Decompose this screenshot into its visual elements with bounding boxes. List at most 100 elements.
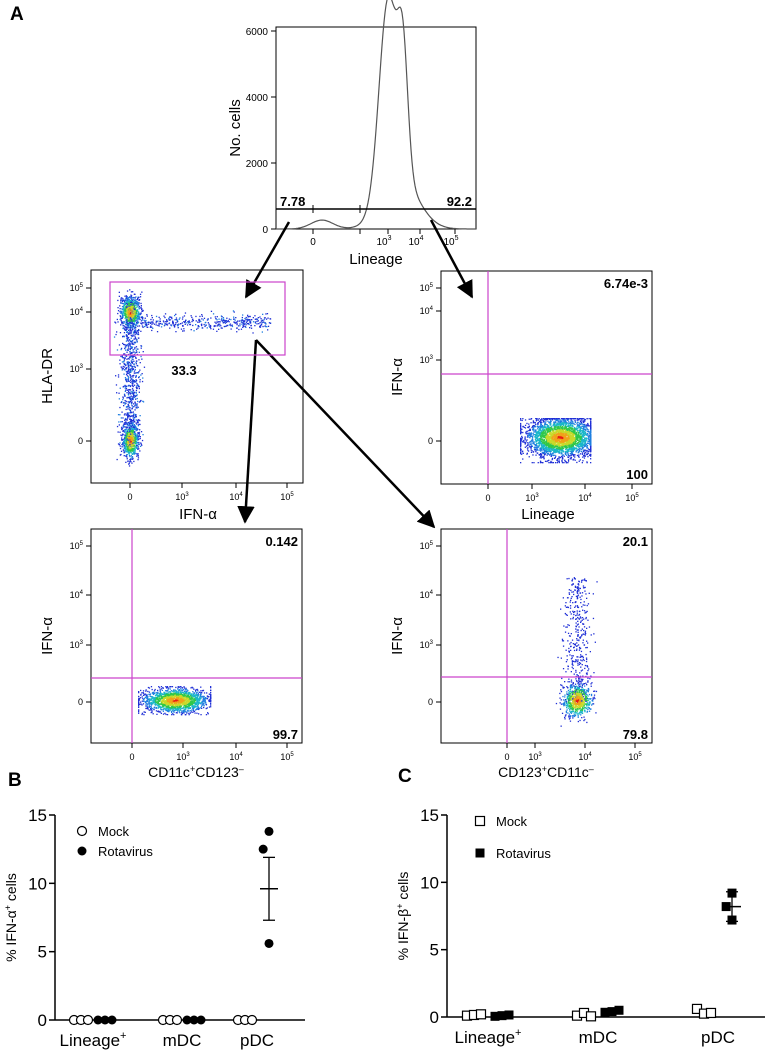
cell-event: [127, 364, 129, 366]
cell-event: [125, 374, 128, 376]
cell-event: [126, 331, 128, 333]
cell-event: [123, 447, 125, 450]
cell-event: [563, 422, 565, 424]
cell-event: [130, 310, 132, 312]
cell-event: [124, 385, 126, 387]
cell-event: [581, 462, 583, 464]
cell-event: [134, 305, 136, 307]
cell-event: [137, 337, 140, 339]
cell-event: [137, 428, 139, 430]
cell-event: [125, 314, 127, 316]
cell-event: [136, 434, 138, 437]
cell-event: [131, 456, 134, 458]
cell-event: [190, 329, 192, 331]
cell-event: [128, 332, 130, 334]
cell-event: [140, 345, 142, 347]
cell-event: [133, 451, 135, 454]
cell-event: [131, 305, 133, 307]
cell-event: [213, 325, 215, 328]
cell-event: [128, 372, 131, 374]
cell-event: [169, 319, 171, 321]
cell-event: [128, 446, 131, 449]
cell-event: [134, 302, 136, 304]
cell-event: [130, 375, 132, 377]
cell-event: [139, 436, 141, 438]
cell-event: [131, 330, 133, 332]
cell-event: [561, 449, 564, 452]
cell-event: [130, 420, 132, 423]
cell-event: [125, 437, 127, 439]
cell-event: [571, 420, 574, 422]
cell-event: [164, 324, 166, 326]
cell-event: [133, 424, 135, 426]
cell-event: [171, 316, 173, 318]
cell-event: [118, 444, 120, 446]
cell-event: [137, 321, 140, 323]
cell-event: [122, 397, 124, 399]
cell-event: [124, 307, 126, 309]
cell-event: [522, 452, 524, 454]
cell-event: [129, 430, 131, 432]
cell-event: [113, 336, 116, 338]
cell-event: [138, 435, 140, 437]
cell-event: [129, 323, 131, 325]
cell-event: [133, 325, 135, 328]
cell-event: [122, 310, 124, 312]
cell-event: [125, 310, 127, 312]
cell-event: [572, 440, 575, 443]
cell-event: [130, 441, 132, 443]
cell-event: [124, 302, 126, 304]
cell-event: [135, 435, 137, 437]
cell-event: [128, 326, 130, 329]
cell-event: [126, 318, 129, 321]
cell-event: [548, 418, 551, 420]
cell-event: [125, 436, 127, 438]
cell-event: [127, 314, 129, 316]
cell-event: [135, 309, 137, 311]
cell-event: [137, 314, 139, 317]
cell-event: [137, 318, 139, 320]
cell-event: [172, 322, 174, 325]
cell-event: [140, 399, 142, 402]
cell-event: [229, 323, 232, 325]
cell-event: [132, 306, 134, 308]
cell-event: [138, 441, 140, 444]
cell-event: [208, 323, 210, 325]
cell-event: [131, 320, 133, 322]
cell-event: [136, 447, 138, 450]
cell-event: [134, 440, 136, 442]
cell-event: [579, 425, 581, 427]
cell-event: [233, 318, 235, 320]
cell-event: [120, 427, 123, 429]
cell-event: [127, 380, 130, 382]
cell-event: [137, 333, 139, 336]
cell-event: [227, 324, 229, 327]
cell-event: [554, 454, 556, 456]
cell-event: [140, 312, 142, 314]
cell-event: [181, 322, 183, 324]
cell-event: [134, 369, 136, 371]
cell-event: [131, 347, 133, 349]
cell-event: [139, 316, 141, 318]
cell-event: [536, 426, 538, 428]
cell-event: [159, 320, 161, 322]
cell-event: [201, 324, 203, 327]
cell-event: [133, 335, 135, 337]
gate-arrow: [429, 219, 474, 299]
cell-event: [540, 443, 542, 445]
cell-event: [207, 318, 209, 320]
cell-event: [152, 327, 154, 329]
cell-event: [130, 428, 132, 430]
cell-event: [134, 310, 136, 312]
cell-event: [133, 309, 136, 311]
cell-event: [218, 318, 220, 320]
cell-event: [119, 363, 121, 365]
cell-event: [134, 323, 136, 325]
cell-event: [128, 339, 130, 341]
cell-event: [125, 297, 127, 299]
cell-event: [248, 323, 250, 326]
cell-event: [134, 445, 136, 447]
cell-event: [127, 436, 129, 439]
cell-event: [131, 358, 133, 360]
cell-event: [537, 436, 539, 438]
